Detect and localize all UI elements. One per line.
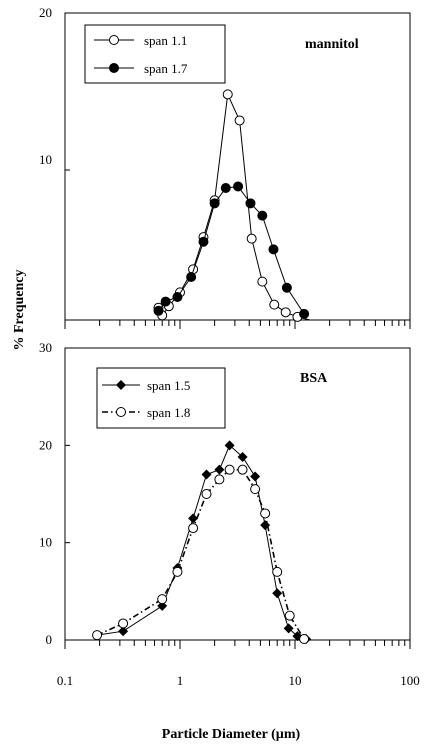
point-span-1-7-1 [160, 296, 171, 307]
point-span-1-5-11 [272, 588, 283, 599]
point-span-1-7-12 [299, 308, 310, 319]
point-span-1-8-13 [299, 634, 310, 645]
panel-label-bsa: BSA [300, 371, 328, 386]
point-span-1-5-12 [283, 623, 294, 634]
y-tick-label-20-top: 20 [39, 5, 52, 20]
y-tick-label-bsa-0: 0 [46, 632, 53, 647]
point-span-1-5-7 [224, 440, 235, 451]
point-span-1-8-5 [201, 489, 212, 499]
y-tick-label-10-top: 10 [39, 152, 52, 167]
point-span-1-1-9 [246, 233, 257, 244]
point-span-1-5-8 [237, 452, 248, 463]
plot-frame-bsa [64, 347, 411, 641]
point-span-1-7-3 [186, 272, 197, 283]
x-tick-label-100: 100 [400, 673, 420, 688]
x-tick-labels-bsa: 0.1 1 10 100 [57, 673, 420, 688]
legend-box-bsa [96, 367, 226, 429]
legend-marker-span-1-7 [109, 63, 119, 73]
point-span-1-7-6 [220, 182, 231, 193]
legend-label-span-1-7: span 1.7 [144, 61, 188, 76]
x-tick-label-10: 10 [289, 673, 302, 688]
series-group-bsa [92, 440, 312, 645]
point-span-1-7-11 [281, 282, 292, 293]
point-span-1-7-0 [153, 305, 164, 316]
point-span-1-5-1 [118, 626, 129, 637]
point-span-1-8-8 [237, 464, 248, 475]
point-span-1-7-2 [172, 291, 183, 302]
point-span-1-1-7 [222, 89, 233, 100]
point-span-1-7-4 [198, 236, 209, 247]
y-tick-label-bsa-30: 30 [39, 340, 52, 355]
legend-marker-span-1-8 [116, 407, 126, 417]
point-span-1-7-9 [257, 210, 268, 221]
point-span-1-8-10 [260, 508, 271, 519]
legend-mannitol: span 1.1 span 1.7 [84, 24, 226, 84]
point-span-1-8-11 [272, 566, 283, 577]
point-span-1-7-7 [233, 181, 244, 192]
point-span-1-1-12 [280, 307, 291, 318]
point-span-1-5-6 [214, 464, 225, 475]
legend-marker-span-1-1 [109, 35, 119, 45]
x-axis-title: Particle Diameter (µm) [162, 727, 301, 742]
point-span-1-8-12 [284, 610, 295, 621]
legend-label-span-1-1: span 1.1 [144, 33, 187, 48]
panel-label-mannitol: mannitol [305, 37, 359, 52]
y-tick-labels-bsa: 30 20 10 0 [39, 340, 70, 647]
x-tick-label-0-1: 0.1 [57, 673, 73, 688]
y-tick-label-bsa-10: 10 [39, 535, 52, 550]
point-span-1-5-4 [188, 513, 199, 524]
x-tick-marks-mannitol [64, 320, 411, 329]
point-span-1-7-5 [209, 198, 220, 209]
point-span-1-8-0 [92, 630, 103, 641]
x-tick-marks-bsa [64, 640, 411, 649]
point-span-1-7-10 [268, 244, 279, 255]
y-axis-title: % Frequency [12, 269, 27, 350]
plot-frame-mannitol [64, 12, 411, 321]
point-span-1-8-2 [157, 594, 168, 605]
point-span-1-1-8 [234, 115, 245, 126]
point-span-1-8-3 [172, 566, 183, 577]
point-span-1-8-4 [188, 523, 199, 534]
x-tick-label-1: 1 [177, 673, 184, 688]
point-span-1-8-1 [118, 618, 129, 629]
point-span-1-1-11 [269, 299, 280, 310]
series-line-span-1-5 [97, 444, 307, 640]
legend-label-span-1-8: span 1.8 [147, 405, 190, 420]
legend-box-mannitol [84, 24, 226, 84]
point-span-1-8-7 [224, 464, 235, 475]
point-span-1-5-5 [201, 469, 212, 480]
point-span-1-7-8 [245, 198, 256, 209]
series-group-mannitol [153, 89, 311, 322]
point-span-1-1-10 [257, 276, 268, 287]
point-span-1-8-9 [250, 484, 261, 495]
point-span-1-8-6 [214, 474, 225, 485]
legend-label-span-1-5: span 1.5 [147, 378, 190, 393]
legend-marker-span-1-5 [116, 380, 126, 390]
point-span-1-5-9 [250, 471, 261, 482]
panel-mannitol: 20 10 span 1.1 span 1.7 mannitol [39, 5, 411, 329]
legend-bsa: span 1.5 span 1.8 [96, 367, 226, 429]
y-tick-label-bsa-20: 20 [39, 437, 52, 452]
